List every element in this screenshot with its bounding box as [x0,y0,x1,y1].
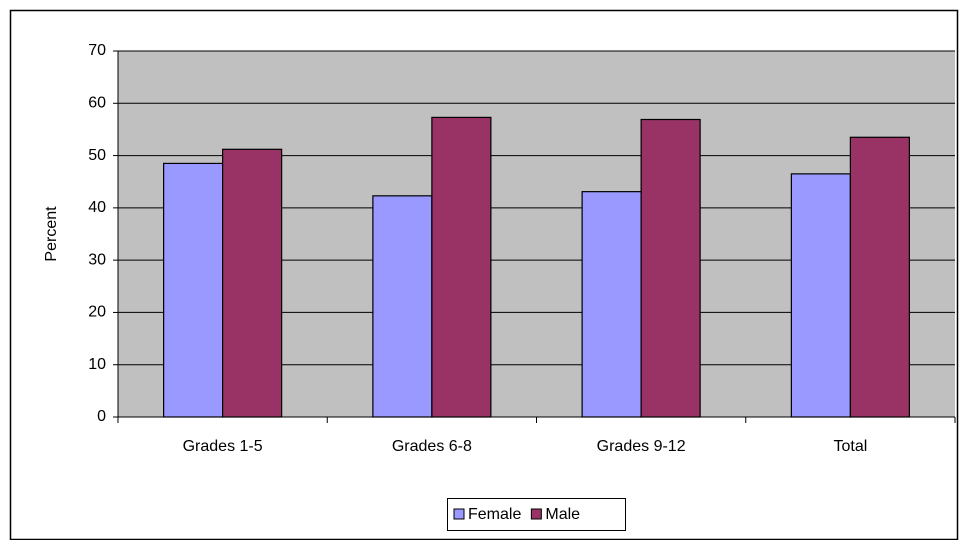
bar [849,136,910,418]
bar [222,148,283,418]
y-tick-label: 60 [88,95,106,112]
x-tick-label: Grades 9-12 [597,438,686,455]
bar [581,191,642,418]
legend-label: Female [468,506,521,523]
y-tick-label: 50 [88,147,106,164]
bar [372,195,433,418]
y-axis-label: Percent [43,206,60,262]
x-tick-label: Total [833,438,867,455]
y-tick-label: 0 [97,408,106,425]
legend-label: Male [545,506,580,523]
y-tick-label: 70 [88,42,106,59]
bar [790,173,851,418]
x-tick-label: Grades 1-5 [183,438,263,455]
legend-swatch [453,508,465,520]
bar [640,118,701,418]
bar [163,162,224,418]
y-tick-label: 20 [88,304,106,321]
y-tick-label: 30 [88,251,106,268]
y-tick-label: 40 [88,199,106,216]
x-tick-label: Grades 6-8 [392,438,472,455]
legend-swatch [530,508,542,520]
y-tick-label: 10 [88,356,106,373]
bar [431,116,492,418]
